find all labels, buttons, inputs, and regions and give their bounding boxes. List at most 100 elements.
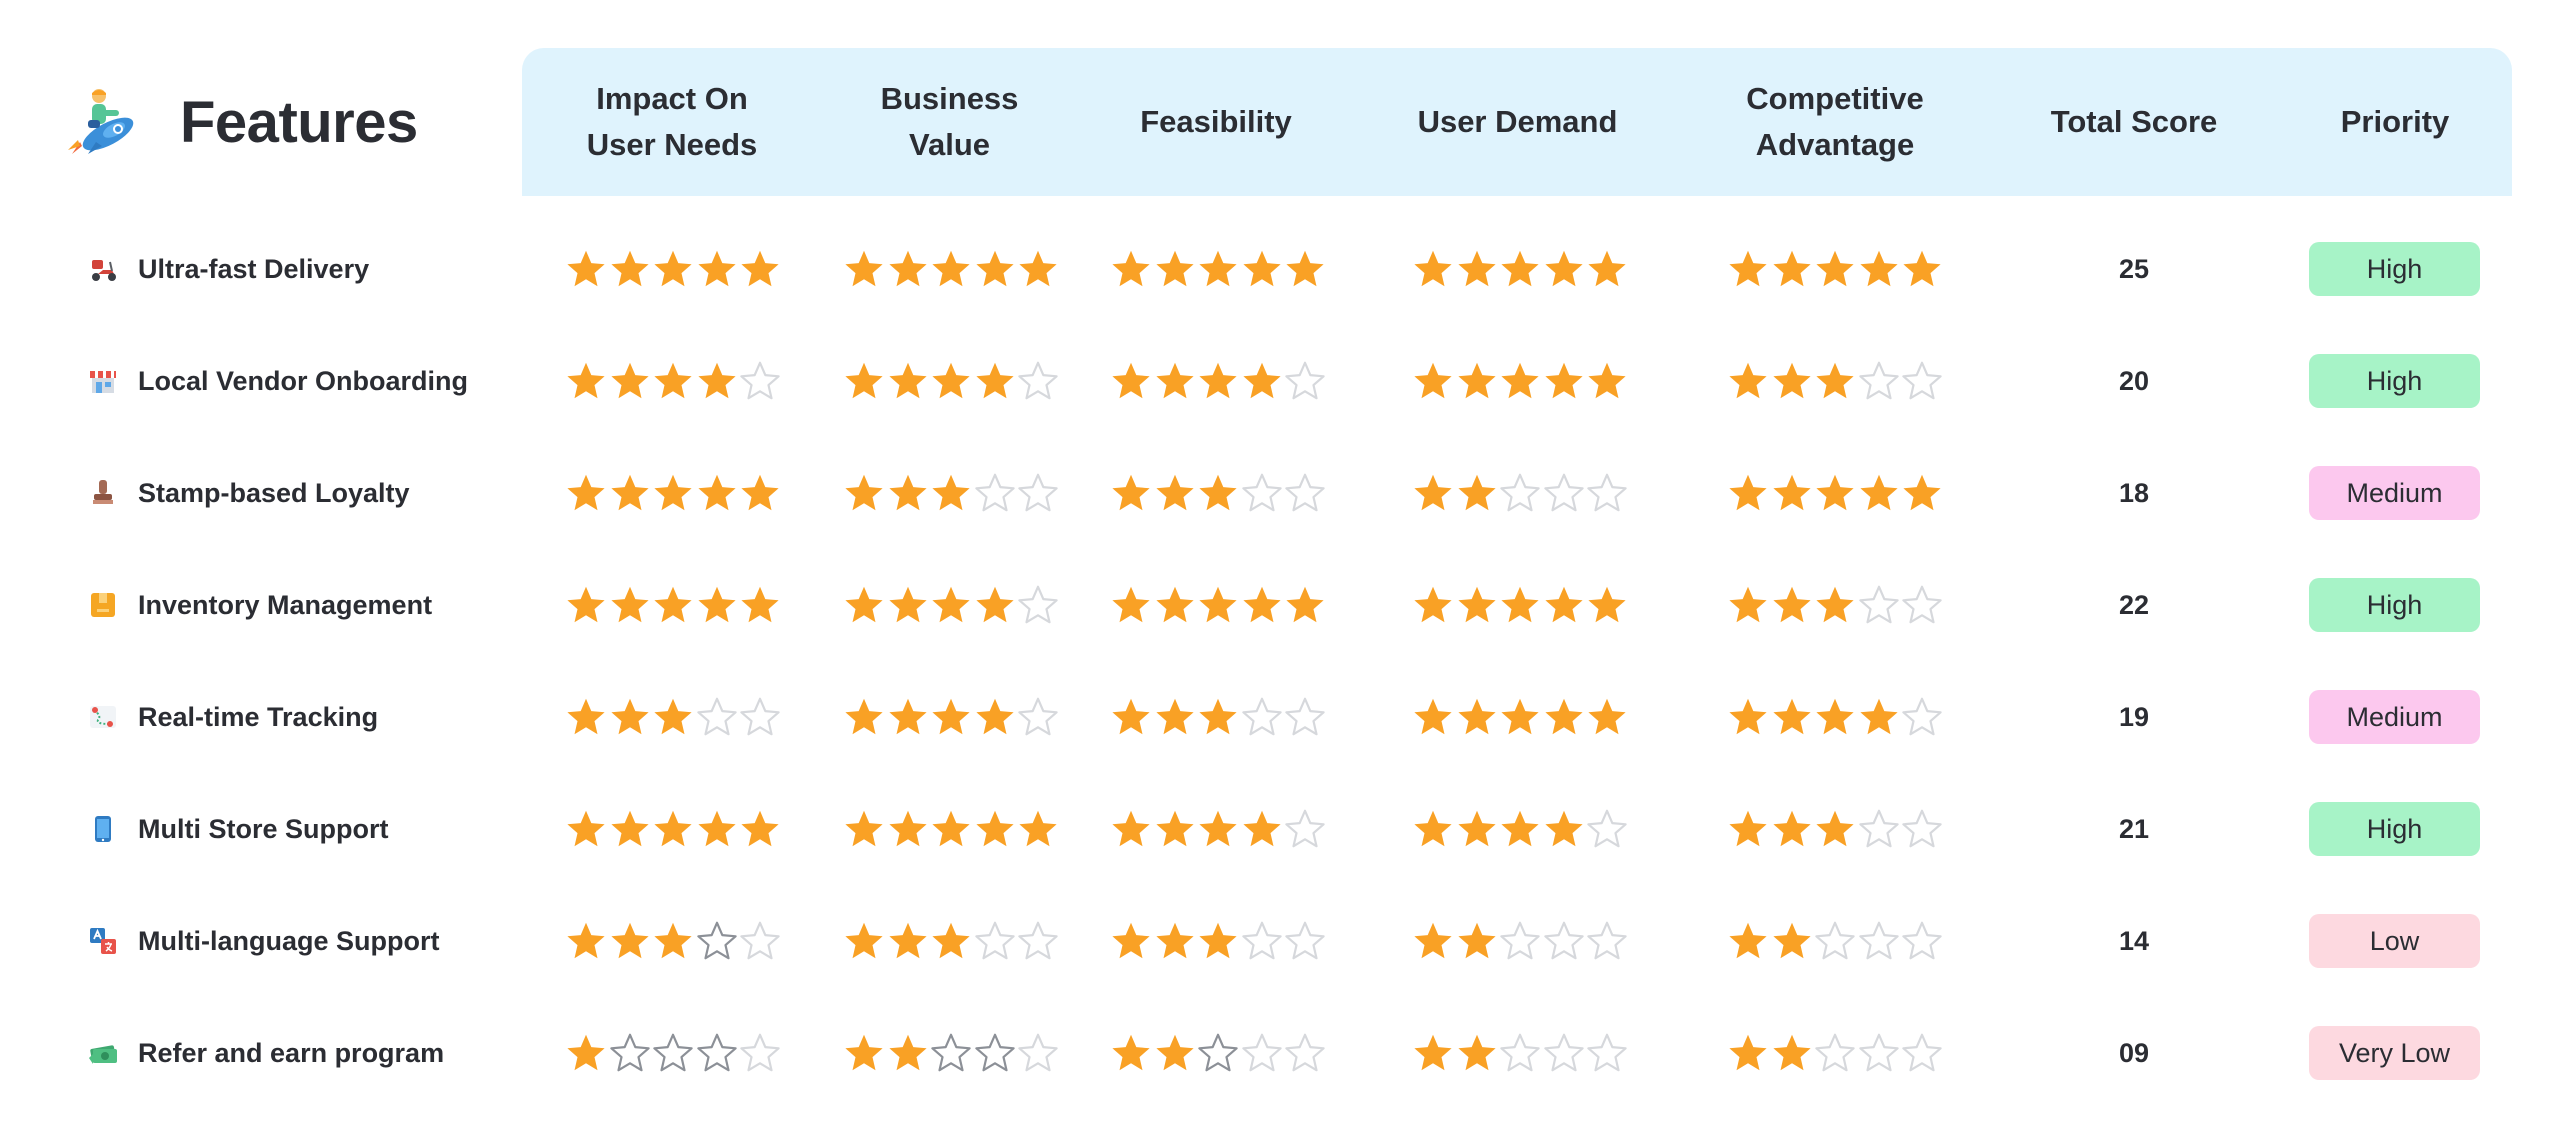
star-filled-icon xyxy=(975,698,1014,735)
star-filled-icon xyxy=(1588,362,1626,399)
business-value-rating xyxy=(844,549,1058,661)
star-empty-icon xyxy=(1018,921,1058,960)
competitive-advantage-rating xyxy=(1728,885,1942,997)
star-filled-icon xyxy=(1414,922,1452,959)
star-filled-icon xyxy=(610,362,649,399)
star-filled-icon xyxy=(1816,698,1854,735)
feasibility-rating xyxy=(1111,773,1325,885)
star-filled-icon xyxy=(1772,698,1811,735)
priority-badge: High xyxy=(2309,242,2480,296)
star-filled-icon xyxy=(1859,698,1898,735)
total-score: 09 xyxy=(2118,1037,2150,1068)
table-row: Multi Store Support 21 High xyxy=(0,773,2560,885)
star-filled-icon xyxy=(1501,586,1539,623)
star-empty-icon xyxy=(1543,1033,1584,1072)
star-empty-icon xyxy=(1543,921,1584,960)
star-filled-icon xyxy=(1199,362,1237,399)
star-filled-icon xyxy=(1414,1034,1452,1071)
feature-cell: Refer and earn program xyxy=(88,997,444,1109)
star-filled-icon xyxy=(654,362,692,399)
star-filled-icon xyxy=(1112,922,1150,959)
business-value-rating xyxy=(844,325,1058,437)
star-filled-icon xyxy=(697,362,736,399)
star-empty-icon xyxy=(1587,1033,1627,1072)
star-filled-icon xyxy=(1729,474,1767,511)
star-filled-icon xyxy=(741,810,779,847)
feasibility-rating xyxy=(1111,885,1325,997)
star-filled-icon xyxy=(1816,810,1854,847)
user-demand-rating xyxy=(1413,885,1627,997)
star-filled-icon xyxy=(1112,474,1150,511)
star-filled-icon xyxy=(888,586,927,623)
feature-name: Multi Store Support xyxy=(138,813,389,844)
star-empty-icon xyxy=(974,921,1015,960)
star-filled-icon xyxy=(1457,474,1496,511)
star-filled-icon xyxy=(932,810,970,847)
store-icon xyxy=(90,371,116,393)
star-filled-icon xyxy=(1729,586,1767,623)
star-filled-icon xyxy=(567,922,605,959)
star-filled-icon xyxy=(1903,250,1941,287)
star-filled-icon xyxy=(975,362,1014,399)
impact-rating xyxy=(566,213,780,325)
star-empty-icon xyxy=(1500,921,1540,960)
feature-cell: Inventory Management xyxy=(88,549,432,661)
impact-rating xyxy=(566,885,780,997)
total-score: 25 xyxy=(2118,253,2150,284)
star-filled-icon xyxy=(1816,586,1854,623)
star-empty-icon xyxy=(1858,809,1899,848)
star-empty-icon xyxy=(1902,585,1942,624)
feature-cell: Multi Store Support xyxy=(88,773,388,885)
star-filled-icon xyxy=(1112,586,1150,623)
star-empty-icon xyxy=(1241,473,1282,512)
star-empty-icon xyxy=(1858,361,1899,400)
priority-badge: High xyxy=(2309,354,2480,408)
star-empty-icon xyxy=(1815,921,1855,960)
star-filled-icon xyxy=(1199,810,1237,847)
star-filled-icon xyxy=(654,698,692,735)
feature-cell: Local Vendor Onboarding xyxy=(88,325,468,437)
star-filled-icon xyxy=(1242,250,1281,287)
star-filled-icon xyxy=(932,586,970,623)
star-empty-icon xyxy=(1500,1033,1540,1072)
table-row: Ultra-fast Delivery 25 High xyxy=(0,213,2560,325)
star-filled-icon xyxy=(1155,474,1194,511)
user-demand-rating xyxy=(1413,661,1627,773)
rocket-person-icon xyxy=(68,89,134,154)
star-filled-icon xyxy=(654,250,692,287)
star-filled-icon xyxy=(845,922,883,959)
star-filled-icon xyxy=(1286,250,1324,287)
star-filled-icon xyxy=(888,922,927,959)
star-empty-icon xyxy=(696,697,737,736)
star-filled-icon xyxy=(1199,586,1237,623)
star-empty-icon xyxy=(1241,697,1282,736)
star-filled-icon xyxy=(697,250,736,287)
star-filled-icon xyxy=(1588,698,1626,735)
star-empty-icon xyxy=(1902,921,1942,960)
map-route-icon xyxy=(90,706,116,728)
star-filled-icon xyxy=(1859,474,1898,511)
star-filled-icon xyxy=(888,1034,927,1071)
feature-cell: Real-time Tracking xyxy=(88,661,378,773)
star-empty-icon xyxy=(1902,809,1942,848)
star-filled-icon xyxy=(845,362,883,399)
competitive-advantage-rating xyxy=(1728,661,1942,773)
star-filled-icon xyxy=(567,250,605,287)
star-filled-icon xyxy=(1816,250,1854,287)
table-row: Refer and earn program 09 Very Low xyxy=(0,997,2560,1109)
star-filled-icon xyxy=(1772,586,1811,623)
star-filled-icon xyxy=(1501,698,1539,735)
star-filled-icon xyxy=(845,474,883,511)
star-filled-icon xyxy=(932,362,970,399)
star-filled-icon xyxy=(975,810,1014,847)
star-filled-icon xyxy=(654,810,692,847)
star-filled-icon xyxy=(1772,362,1811,399)
star-filled-icon xyxy=(697,810,736,847)
column-header-priority: Priority xyxy=(2340,104,2450,139)
star-empty-icon xyxy=(740,921,780,960)
star-filled-icon xyxy=(1729,698,1767,735)
star-filled-icon xyxy=(845,810,883,847)
star-filled-icon xyxy=(697,474,736,511)
star-filled-icon xyxy=(1155,250,1194,287)
star-filled-icon xyxy=(1903,474,1941,511)
